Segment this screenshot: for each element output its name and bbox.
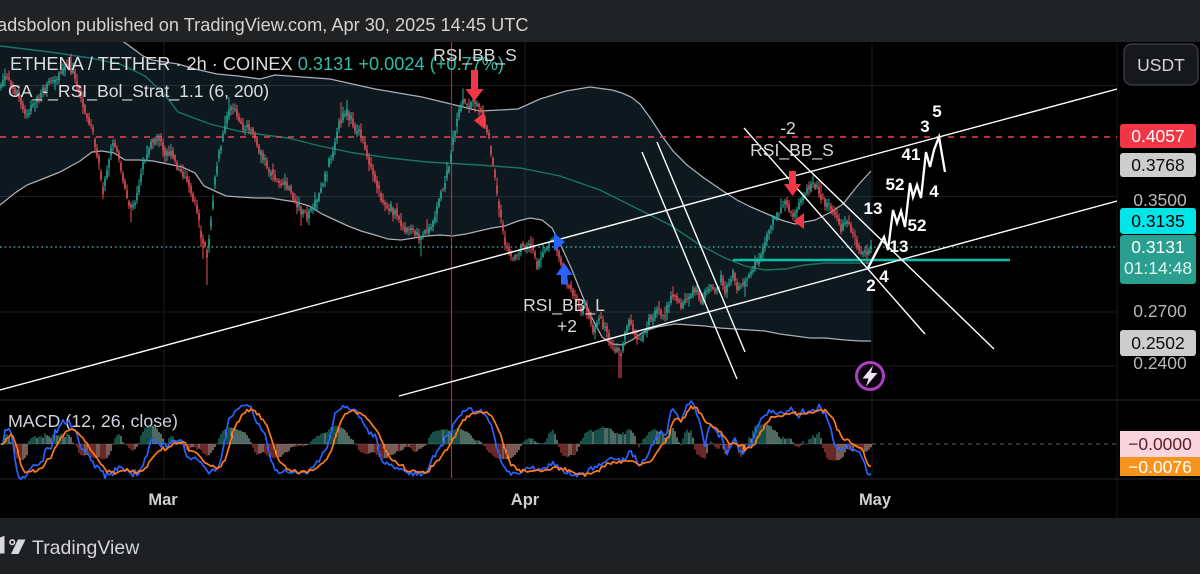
svg-text:3: 3 [920, 117, 929, 136]
svg-text:52: 52 [908, 216, 927, 235]
svg-text:13: 13 [890, 237, 909, 256]
svg-text:0.3131: 0.3131 [1131, 237, 1185, 257]
svg-text:MACD (12, 26, close): MACD (12, 26, close) [8, 411, 178, 431]
svg-text:RSI_BB_S: RSI_BB_S [750, 140, 834, 161]
svg-text:ETHENA / TETHER · 2h · COINEX: ETHENA / TETHER · 2h · COINEX 0.3131 +0.… [10, 54, 504, 74]
svg-text:RSI_BB_L: RSI_BB_L [523, 295, 605, 316]
svg-text:TradingView: TradingView [32, 537, 140, 559]
svg-text:−0.0076: −0.0076 [1128, 457, 1192, 477]
svg-text:0.2700: 0.2700 [1133, 301, 1187, 321]
svg-text:May: May [859, 491, 892, 509]
svg-text:01:14:48: 01:14:48 [1124, 258, 1192, 278]
svg-text:Mar: Mar [148, 491, 178, 509]
svg-text:4: 4 [929, 182, 939, 201]
svg-text:41: 41 [902, 145, 921, 164]
svg-text:RSI_BB_S: RSI_BB_S [433, 45, 517, 66]
svg-text:0.2502: 0.2502 [1131, 333, 1185, 353]
svg-text:USDT: USDT [1137, 55, 1185, 75]
svg-text:0.4057: 0.4057 [1131, 126, 1185, 146]
svg-text:-2: -2 [780, 118, 796, 138]
svg-text:adsbolon published on TradingV: adsbolon published on TradingView.com, A… [0, 15, 529, 35]
svg-text:52: 52 [886, 175, 905, 194]
svg-text:Apr: Apr [511, 491, 540, 509]
svg-text:+2: +2 [557, 316, 577, 336]
svg-text:0.2400: 0.2400 [1133, 353, 1187, 373]
svg-text:0.3135: 0.3135 [1131, 211, 1185, 231]
svg-text:2: 2 [866, 276, 875, 295]
svg-text:13: 13 [864, 199, 883, 218]
svg-text:−0.0000: −0.0000 [1128, 434, 1192, 454]
svg-text:CA_-_RSI_Bol_Strat_1.1 (6, 200: CA_-_RSI_Bol_Strat_1.1 (6, 200) [8, 81, 269, 102]
svg-text:4: 4 [879, 267, 889, 286]
svg-text:5: 5 [932, 102, 941, 121]
svg-text:0.3768: 0.3768 [1131, 155, 1185, 175]
svg-text:0.3500: 0.3500 [1133, 190, 1187, 210]
